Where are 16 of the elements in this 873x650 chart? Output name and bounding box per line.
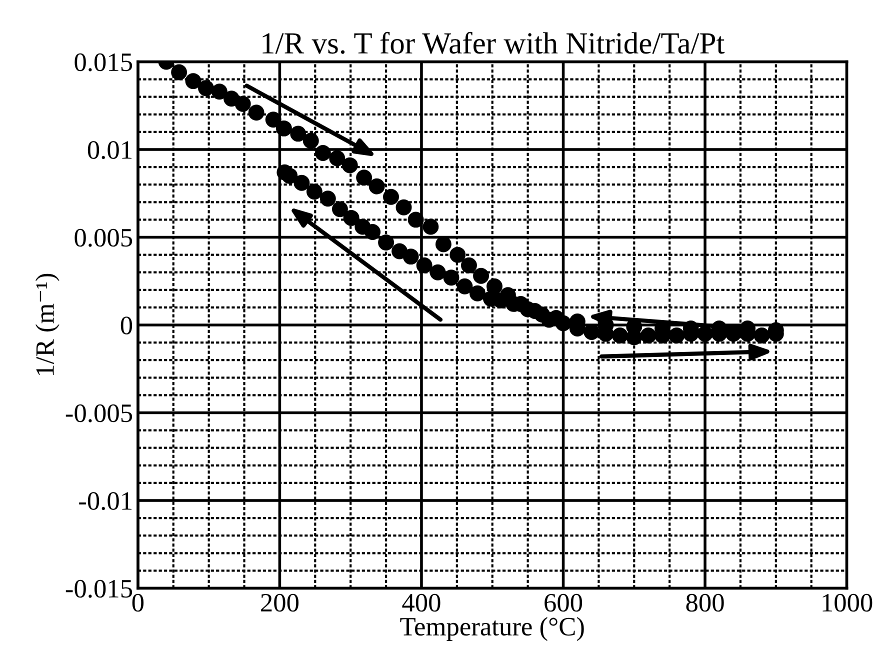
y-tick-label: 0.015 xyxy=(74,53,132,72)
x-tick-label: 800 xyxy=(686,594,724,612)
y-tick-label: -0.005 xyxy=(66,404,132,422)
x-axis-title: Temperature (°C) xyxy=(400,617,584,641)
y-tick-label: 0.005 xyxy=(74,228,132,247)
y-tick-label: -0.015 xyxy=(66,580,132,598)
x-tick-label: 400 xyxy=(402,594,440,612)
y-tick-label: 0 xyxy=(120,316,132,334)
x-tick-label: 600 xyxy=(544,594,582,612)
x-tick-label: 1000 xyxy=(822,594,872,612)
x-tick-label: 0 xyxy=(132,594,144,612)
chart-title: 1/R vs. T for Wafer with Nitride/Ta/Pt xyxy=(262,32,725,54)
x-tick-label: 200 xyxy=(261,594,298,612)
y-axis-title: 1/R (m⁻¹) xyxy=(35,274,60,376)
y-tick-label: 0.01 xyxy=(88,141,132,160)
y-tick-label: -0.01 xyxy=(79,492,132,510)
